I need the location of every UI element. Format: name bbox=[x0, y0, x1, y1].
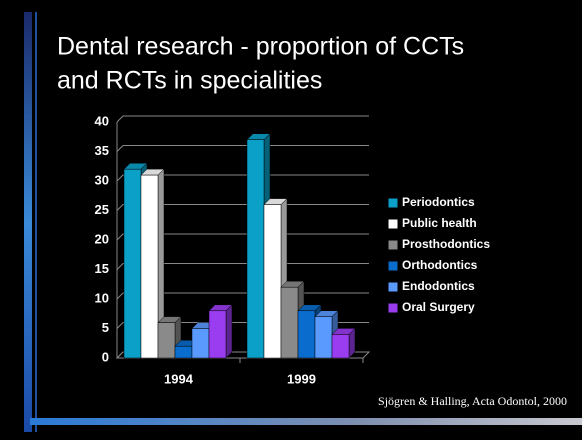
legend bbox=[383, 190, 489, 313]
bar bbox=[297, 310, 316, 359]
legend-swatch bbox=[387, 281, 399, 293]
x-tick-label: 1994 bbox=[164, 371, 194, 386]
bar bbox=[263, 204, 282, 359]
bar bbox=[123, 168, 142, 359]
legend-swatch bbox=[387, 197, 399, 209]
grid-line bbox=[116, 145, 369, 152]
legend-label: Oral Surgery bbox=[402, 300, 475, 314]
legend-label: Public health bbox=[402, 216, 477, 230]
bar bbox=[191, 328, 210, 359]
bar bbox=[314, 316, 333, 359]
x-tick-label: 1999 bbox=[287, 371, 316, 386]
title: Dental research - proportion of CCTs bbox=[57, 33, 464, 61]
title: and RCTs in specialities bbox=[57, 67, 322, 95]
decor-bar bbox=[30, 418, 582, 425]
bar-side bbox=[225, 304, 233, 359]
y-tick-label: 40 bbox=[95, 113, 109, 128]
legend-swatch bbox=[387, 218, 399, 230]
y-tick-label: 35 bbox=[95, 143, 109, 158]
bar bbox=[157, 322, 176, 359]
bar bbox=[280, 286, 299, 359]
bar bbox=[140, 174, 159, 359]
grid-line bbox=[116, 115, 369, 123]
grid-line bbox=[116, 174, 369, 182]
legend-swatch bbox=[387, 260, 399, 272]
bar bbox=[174, 345, 193, 359]
y-tick-label: 30 bbox=[95, 172, 109, 187]
y-tick-label: 15 bbox=[95, 261, 109, 276]
legend-label: Endodontics bbox=[402, 279, 475, 293]
y-tick-label: 5 bbox=[102, 320, 109, 335]
decor-line bbox=[35, 12, 37, 432]
legend-label: Periodontics bbox=[402, 195, 475, 209]
legend-swatch bbox=[387, 302, 399, 314]
bar bbox=[208, 310, 227, 359]
decor-bar bbox=[24, 12, 32, 432]
bar bbox=[331, 334, 350, 359]
source: Sjögren & Halling, Acta Odontol, 2000 bbox=[378, 394, 567, 408]
y-tick-label: 10 bbox=[95, 290, 109, 305]
y-tick-label: 20 bbox=[95, 231, 109, 246]
legend-label: Prosthodontics bbox=[402, 237, 490, 251]
legend-swatch bbox=[387, 239, 399, 251]
y-tick-label: 0 bbox=[102, 349, 109, 364]
bar bbox=[246, 139, 265, 359]
legend-label: Orthodontics bbox=[402, 258, 478, 272]
y-tick-label: 25 bbox=[95, 202, 109, 217]
